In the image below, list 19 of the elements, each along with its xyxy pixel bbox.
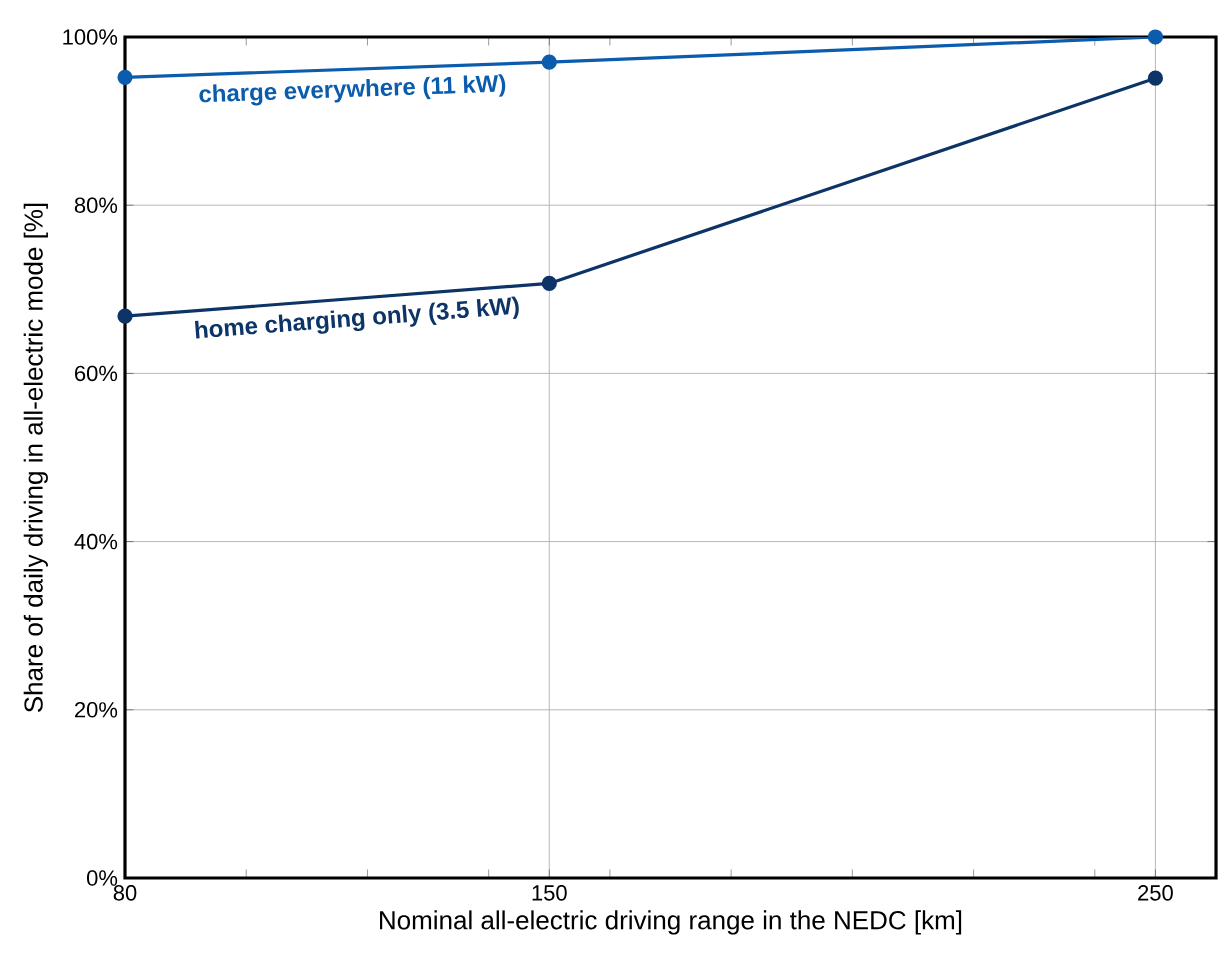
point (117, 308, 133, 324)
y-tick-label: 80% (74, 197, 118, 213)
y-tick-label: 20% (75, 702, 118, 718)
y-tick-label: 100% (63, 29, 118, 45)
x-axis-title: Nominal all-electric driving range in the NEDC [km] (380, 910, 962, 935)
point (1147, 70, 1163, 86)
point (117, 69, 133, 85)
point (1147, 29, 1163, 45)
y-tick-label: 60% (75, 365, 118, 382)
x-tick-label: 80 (113, 885, 137, 901)
y-axis-title: Share of daily driving in all-electric mode [%] (23, 203, 48, 713)
point (541, 275, 557, 292)
series-label: charge everywhere (11 kW) (199, 74, 506, 106)
x-tick-label: 150 (532, 885, 567, 901)
series-label: home charging only (3.5 kW) (194, 296, 519, 339)
point (541, 54, 557, 70)
y-tick-label: 0% (86, 870, 118, 886)
x-tick-label: 250 (1138, 885, 1173, 901)
y-tick-label: 40% (74, 533, 118, 550)
